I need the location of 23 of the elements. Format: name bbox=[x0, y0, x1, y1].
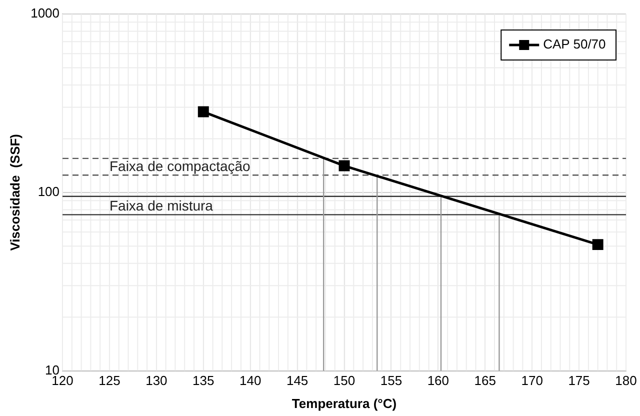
point bbox=[198, 106, 209, 118]
x-tick-label: 145 bbox=[286, 373, 308, 388]
x-tick-label: 155 bbox=[380, 373, 402, 388]
x-tick-label: 150 bbox=[333, 373, 356, 388]
y-tick-label: 100 bbox=[38, 184, 60, 199]
point bbox=[338, 160, 350, 172]
x-tick-label: 160 bbox=[427, 373, 450, 388]
point bbox=[592, 239, 604, 250]
ref-line-label: Faixa de compactação bbox=[109, 158, 251, 174]
x-tick-label: 165 bbox=[474, 373, 496, 388]
y-axis-title: Viscosidade (SSF) bbox=[7, 134, 22, 251]
y-tick-label: 1000 bbox=[30, 6, 60, 21]
ref-line-label: Faixa de mistura bbox=[109, 198, 214, 214]
x-tick-label: 175 bbox=[568, 373, 590, 388]
y-tick-label: 10 bbox=[45, 362, 60, 378]
x-axis-title: Temperatura (°C) bbox=[292, 396, 397, 411]
x-tick-label: 140 bbox=[239, 373, 262, 388]
x-tick-label: 125 bbox=[98, 373, 120, 388]
x-tick-label: 135 bbox=[192, 373, 214, 388]
x-tick-label: 170 bbox=[521, 373, 543, 388]
x-tick-label: 180 bbox=[615, 373, 637, 388]
legend-label: CAP 50/70 bbox=[543, 36, 606, 52]
x-tick-label: 130 bbox=[146, 373, 168, 388]
